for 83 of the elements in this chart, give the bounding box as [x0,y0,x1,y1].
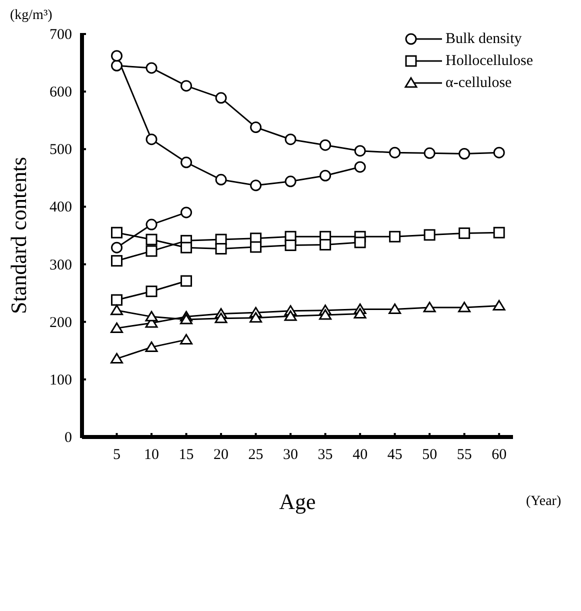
point [320,170,332,182]
x-tick-label: 45 [387,447,402,463]
point [320,238,332,250]
point [424,229,436,241]
point [388,303,402,314]
x-tick-label: 60 [492,447,507,463]
point [110,352,124,364]
text: (kg/m³) [10,8,52,24]
point [424,147,436,159]
x-tick-label: 55 [456,447,472,463]
point [319,309,332,320]
point [180,156,192,168]
point [110,304,124,316]
x-tick-label: 20 [214,447,229,463]
x-tick-label: 50 [422,447,438,463]
point [180,80,192,92]
point [250,241,262,253]
point [250,180,262,192]
point [389,230,401,242]
point [284,240,296,252]
point [354,308,366,319]
point [146,245,158,257]
point [458,227,470,239]
point [320,139,332,151]
point [284,310,297,321]
point [146,218,158,230]
y-axis-title: Standard contents [6,156,31,314]
y-tick-label: 700 [50,27,72,43]
legend-label: Bulk density [446,30,522,48]
y-tick-label: 0 [64,430,72,446]
point [111,226,123,238]
point [389,146,401,158]
y-tick-label: 300 [50,257,72,274]
legend-label: α-cellulose [446,74,512,92]
y-tick-label: 600 [50,84,72,101]
point [111,294,123,306]
text: (Year) [526,494,562,510]
point [146,62,158,74]
point [215,174,227,186]
x-tick-label: 25 [248,447,264,463]
y-tick-label: 100 [50,372,72,388]
point [250,312,262,323]
point [284,134,296,146]
point [493,146,505,158]
point [215,92,227,104]
y-tick-label: 200 [50,314,72,331]
point [180,242,192,254]
y-tick-label: 400 [50,200,72,216]
point [111,242,123,254]
point [180,275,192,287]
point [354,145,366,157]
point [492,300,506,310]
x-tick-label: 15 [178,447,194,463]
x-tick-label: 5 [113,447,121,463]
point [458,148,470,160]
point [493,226,505,238]
point [458,302,471,312]
legend-label: Hollocellulose [446,52,533,70]
point [180,334,193,344]
x-tick-label: 30 [283,447,298,463]
point [354,161,366,173]
point [111,50,123,62]
point [146,234,158,246]
point [423,302,436,312]
x-tick-label: 35 [318,447,333,463]
point [180,314,193,324]
x-tick-label: 10 [144,447,160,463]
point [111,255,123,267]
point [250,122,262,134]
x-axis-title: Age [279,489,316,514]
point [145,341,158,352]
point [145,310,158,322]
point [284,176,296,188]
point [110,322,124,333]
point [215,242,227,254]
point [180,206,192,218]
point [146,134,158,146]
point [214,312,228,324]
point [111,60,123,72]
point [146,286,158,298]
y-tick-label: 500 [50,142,72,158]
x-tick-label: 40 [352,447,368,463]
point [354,236,366,248]
